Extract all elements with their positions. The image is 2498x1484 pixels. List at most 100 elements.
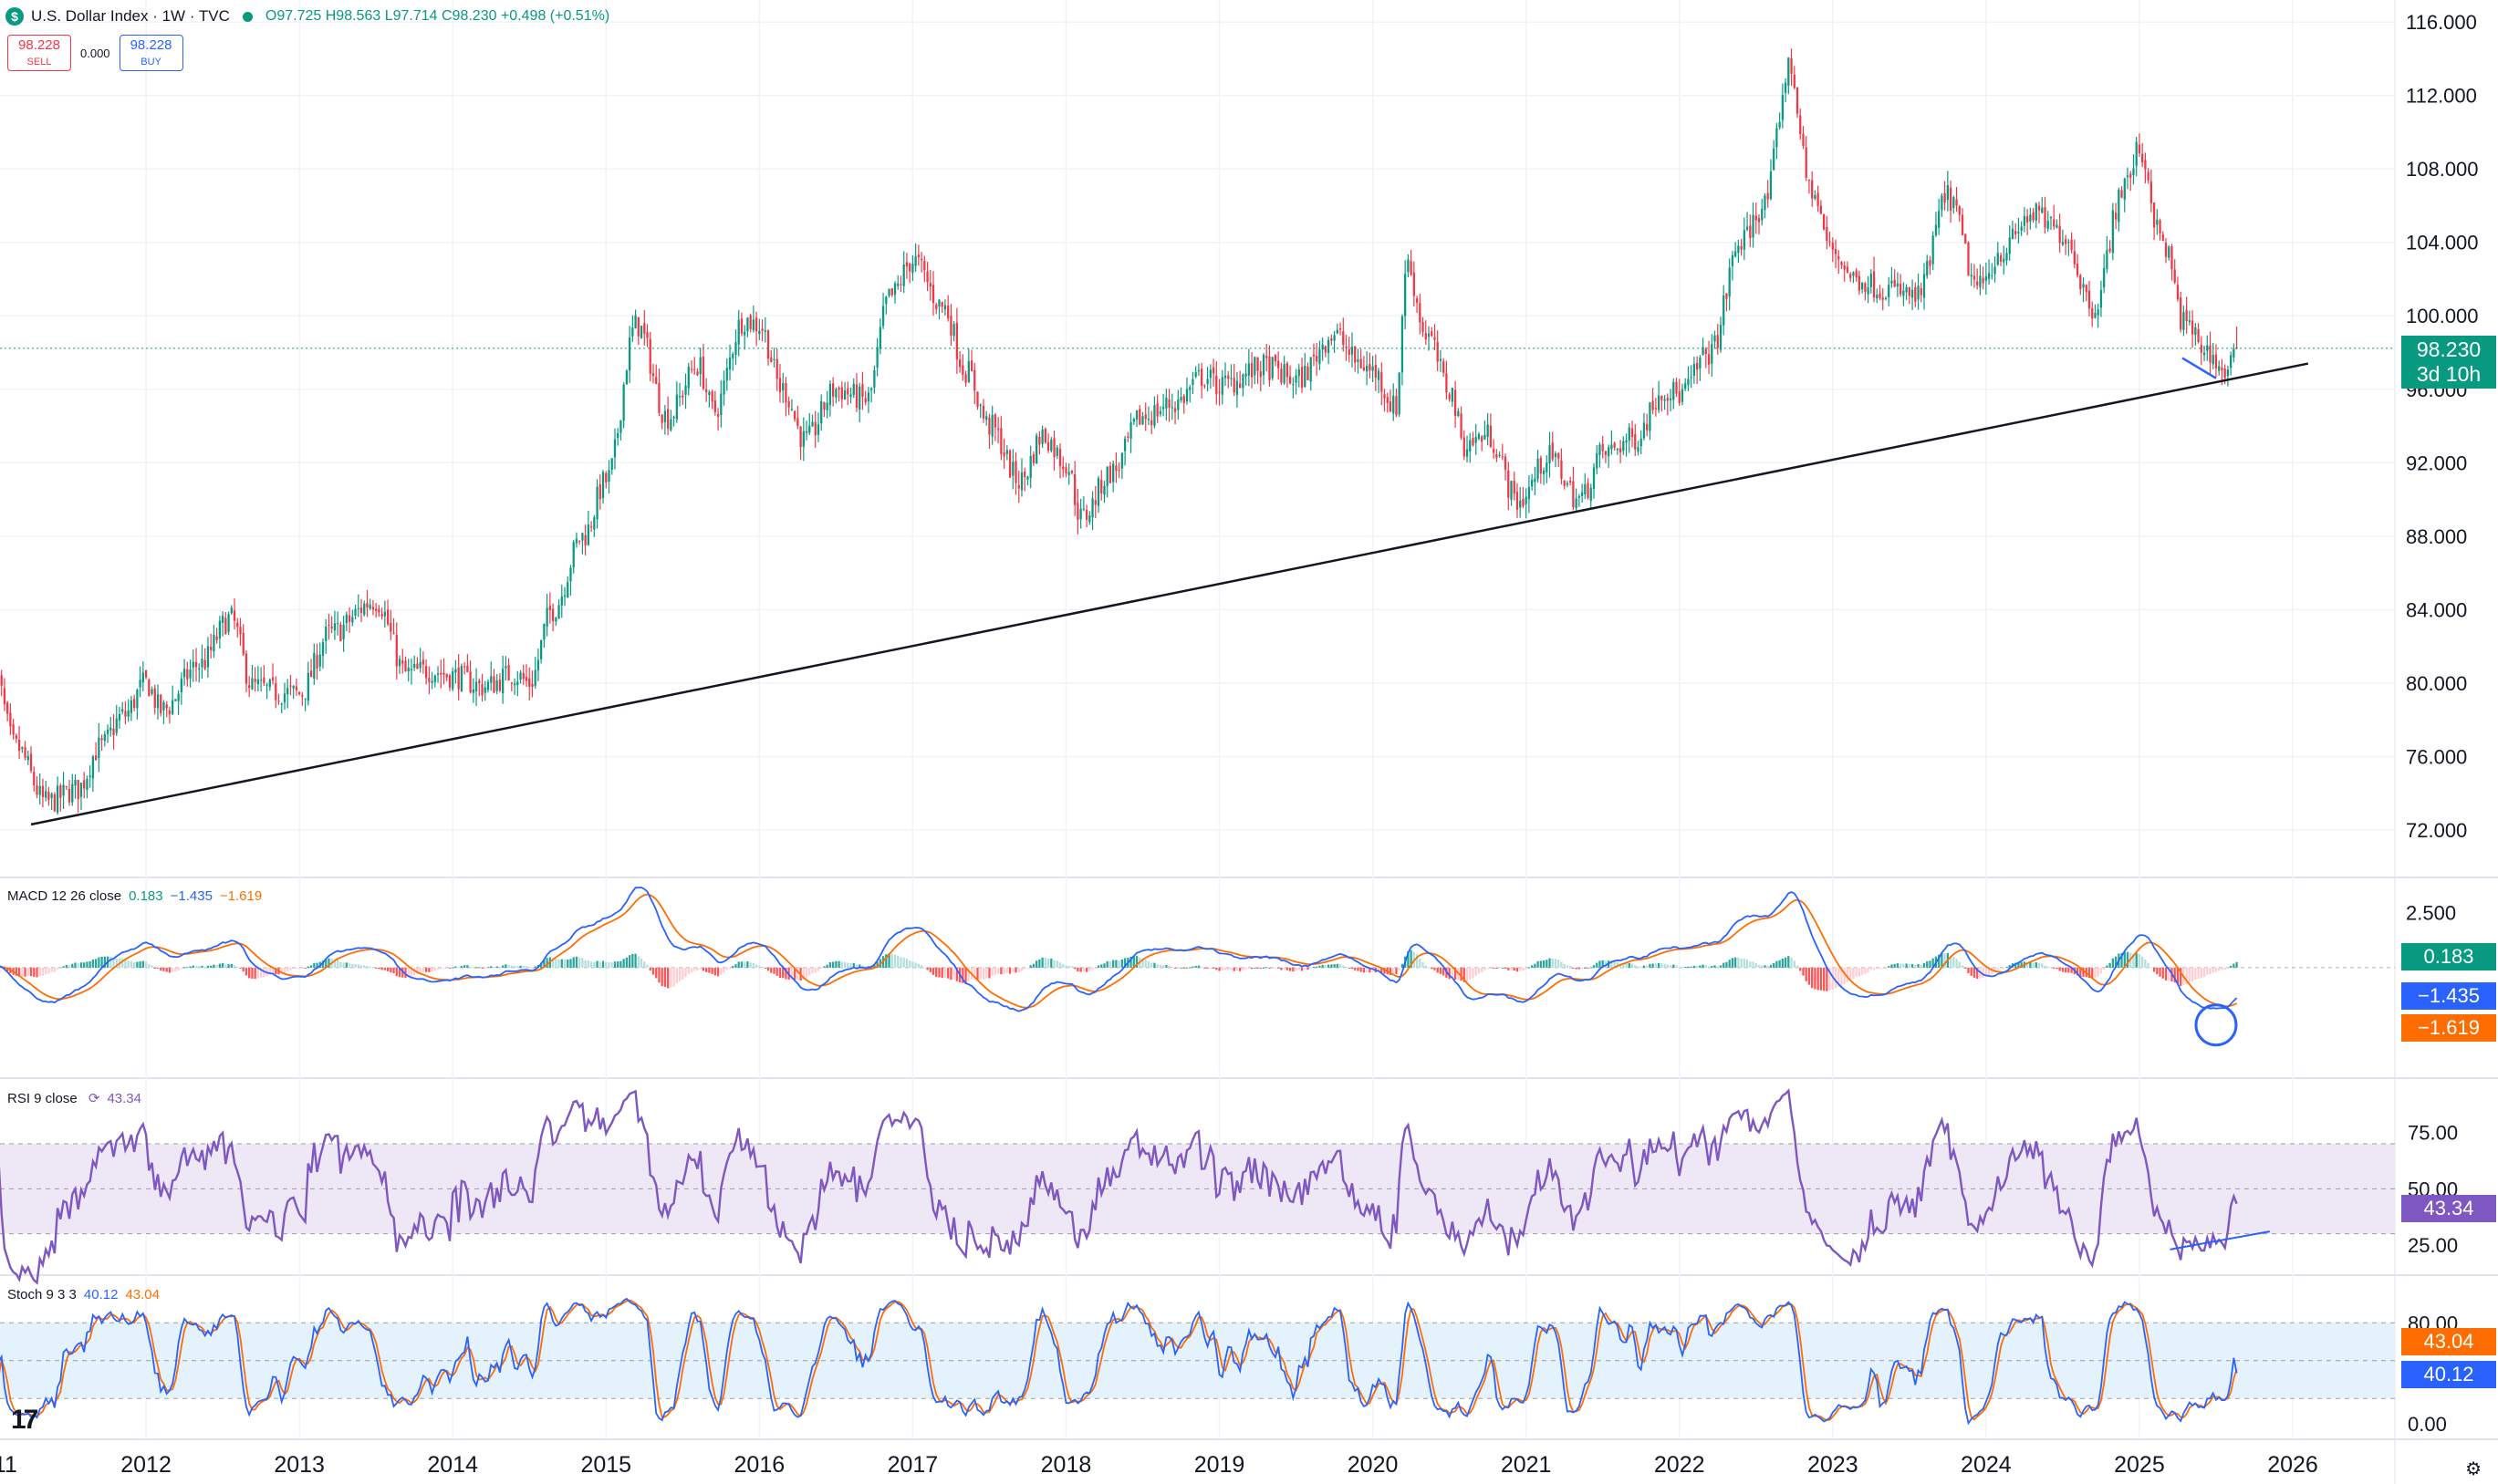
macd-histogram-bar	[1433, 967, 1436, 970]
stoch-k-line	[0, 1297, 2238, 1426]
macd-histogram-bar	[103, 956, 106, 968]
macd-histogram-bar	[383, 967, 386, 970]
candle-body	[1036, 435, 1038, 464]
candle-body	[416, 663, 419, 669]
macd-histogram-bar	[1439, 967, 1442, 974]
macd-histogram-bar	[820, 967, 823, 969]
macd-histogram-bar	[1908, 963, 1910, 968]
candle-body	[601, 472, 605, 499]
macd-histogram-bar	[1787, 956, 1790, 968]
candle-body	[165, 704, 168, 709]
candle-body	[401, 660, 404, 664]
macd-histogram-bar	[321, 960, 325, 968]
stoch-k-badge: 40.12	[2401, 1361, 2496, 1388]
candle-body	[103, 734, 106, 741]
macd-histogram-bar	[1041, 957, 1044, 968]
macd-histogram-bar	[2014, 962, 2017, 968]
candle-body	[2126, 175, 2129, 178]
macd-histogram-bar	[1684, 967, 1687, 969]
macd-histogram-bar	[1135, 956, 1139, 968]
macd-histogram-bar	[2035, 962, 2037, 968]
candle-body	[1795, 87, 1799, 114]
candle-body	[3, 688, 6, 705]
stoch-k-value: 40.12	[83, 1287, 119, 1302]
candle-body	[2185, 309, 2188, 321]
buy-button[interactable]: 98.228 BUY	[119, 35, 183, 71]
tradingview-logo-icon[interactable]: 17	[11, 1405, 38, 1435]
macd-histogram-bar	[631, 954, 634, 968]
macd-histogram-bar	[1065, 965, 1067, 968]
macd-histogram-bar	[1690, 966, 1692, 968]
candle-body	[1259, 371, 1262, 378]
candle-body	[1666, 398, 1669, 401]
candle-body	[1867, 286, 1869, 295]
candle-body	[100, 738, 103, 741]
candle-body	[723, 380, 725, 395]
macd-histogram-bar	[994, 967, 997, 975]
drawings-layer[interactable]	[0, 348, 2395, 1251]
candle-body	[1790, 57, 1793, 74]
macd-histogram-bar	[749, 962, 752, 968]
candle-body	[578, 540, 581, 542]
macd-histogram-bar	[1233, 967, 1235, 971]
candle-body	[1333, 335, 1336, 341]
macd-histogram-bar	[1350, 967, 1354, 970]
candle-body	[206, 646, 210, 668]
macd-histogram-bar	[1910, 963, 1914, 968]
macd-histogram-bar	[667, 967, 670, 989]
candle-body	[675, 394, 678, 420]
macd-histogram-bar	[770, 967, 773, 973]
macd-histogram-bar	[1949, 955, 1952, 968]
candle-body	[177, 693, 180, 701]
candle-body	[1551, 442, 1554, 460]
candle-body	[881, 306, 885, 327]
macd-histogram-bar	[651, 967, 655, 975]
buy-label: BUY	[141, 57, 161, 67]
macd-histogram-bar	[1100, 964, 1103, 968]
macd-histogram-bar	[1097, 965, 1100, 968]
candle-body	[2041, 207, 2044, 213]
macd-histogram-bar	[1560, 961, 1563, 968]
candle-body	[835, 389, 838, 398]
candle-body	[1180, 397, 1182, 400]
candle-body	[59, 784, 62, 798]
candle-body	[112, 728, 115, 735]
candle-body	[2046, 221, 2049, 229]
candle-body	[1106, 466, 1108, 487]
macd-histogram-bar	[1745, 959, 1749, 968]
macd-histogram-bar	[1338, 963, 1342, 968]
stoch-legend[interactable]: Stoch 9 3 3 40.12 43.04	[7, 1287, 160, 1302]
candle-body	[1445, 373, 1448, 393]
candle-body	[584, 534, 587, 545]
candle-body	[551, 608, 555, 621]
candle-body	[988, 418, 991, 435]
gear-icon[interactable]: ⚙	[2465, 1459, 2482, 1479]
macd-histogram-bar	[1451, 967, 1453, 979]
macd-histogram-bar	[713, 967, 716, 976]
macd-histogram-bar	[2235, 961, 2238, 968]
macd-histogram-bar	[1876, 967, 1879, 970]
macd-histogram-bar	[1300, 967, 1304, 971]
macd-histogram-bar	[761, 967, 764, 969]
macd-histogram-bar	[1764, 965, 1766, 968]
candle-body	[1316, 356, 1318, 362]
macd-histogram-bar	[328, 958, 330, 968]
candle-body	[1327, 339, 1330, 353]
candle-body	[1032, 454, 1036, 463]
candle-body	[348, 615, 351, 622]
macd-histogram-bar	[1890, 964, 1893, 968]
candle-body	[1171, 407, 1173, 409]
macd-histogram-bar	[1625, 963, 1628, 968]
macd-histogram-bar	[1769, 964, 1773, 968]
macd-legend[interactable]: MACD 12 26 close 0.183 −1.435 −1.619	[7, 888, 262, 904]
macd-histogram-bar	[192, 965, 194, 968]
symbol-title[interactable]: U.S. Dollar Index · 1W · TVC	[31, 7, 230, 25]
candle-body	[1888, 285, 1890, 298]
refresh-icon[interactable]: ⟳	[88, 1091, 100, 1106]
candle-body	[337, 623, 339, 625]
candle-body	[1864, 283, 1867, 293]
rsi-legend[interactable]: RSI 9 close ⟳ 43.34	[7, 1090, 141, 1106]
sell-button[interactable]: 98.228 SELL	[7, 35, 71, 71]
time-tick-label: 2011	[0, 1452, 17, 1478]
